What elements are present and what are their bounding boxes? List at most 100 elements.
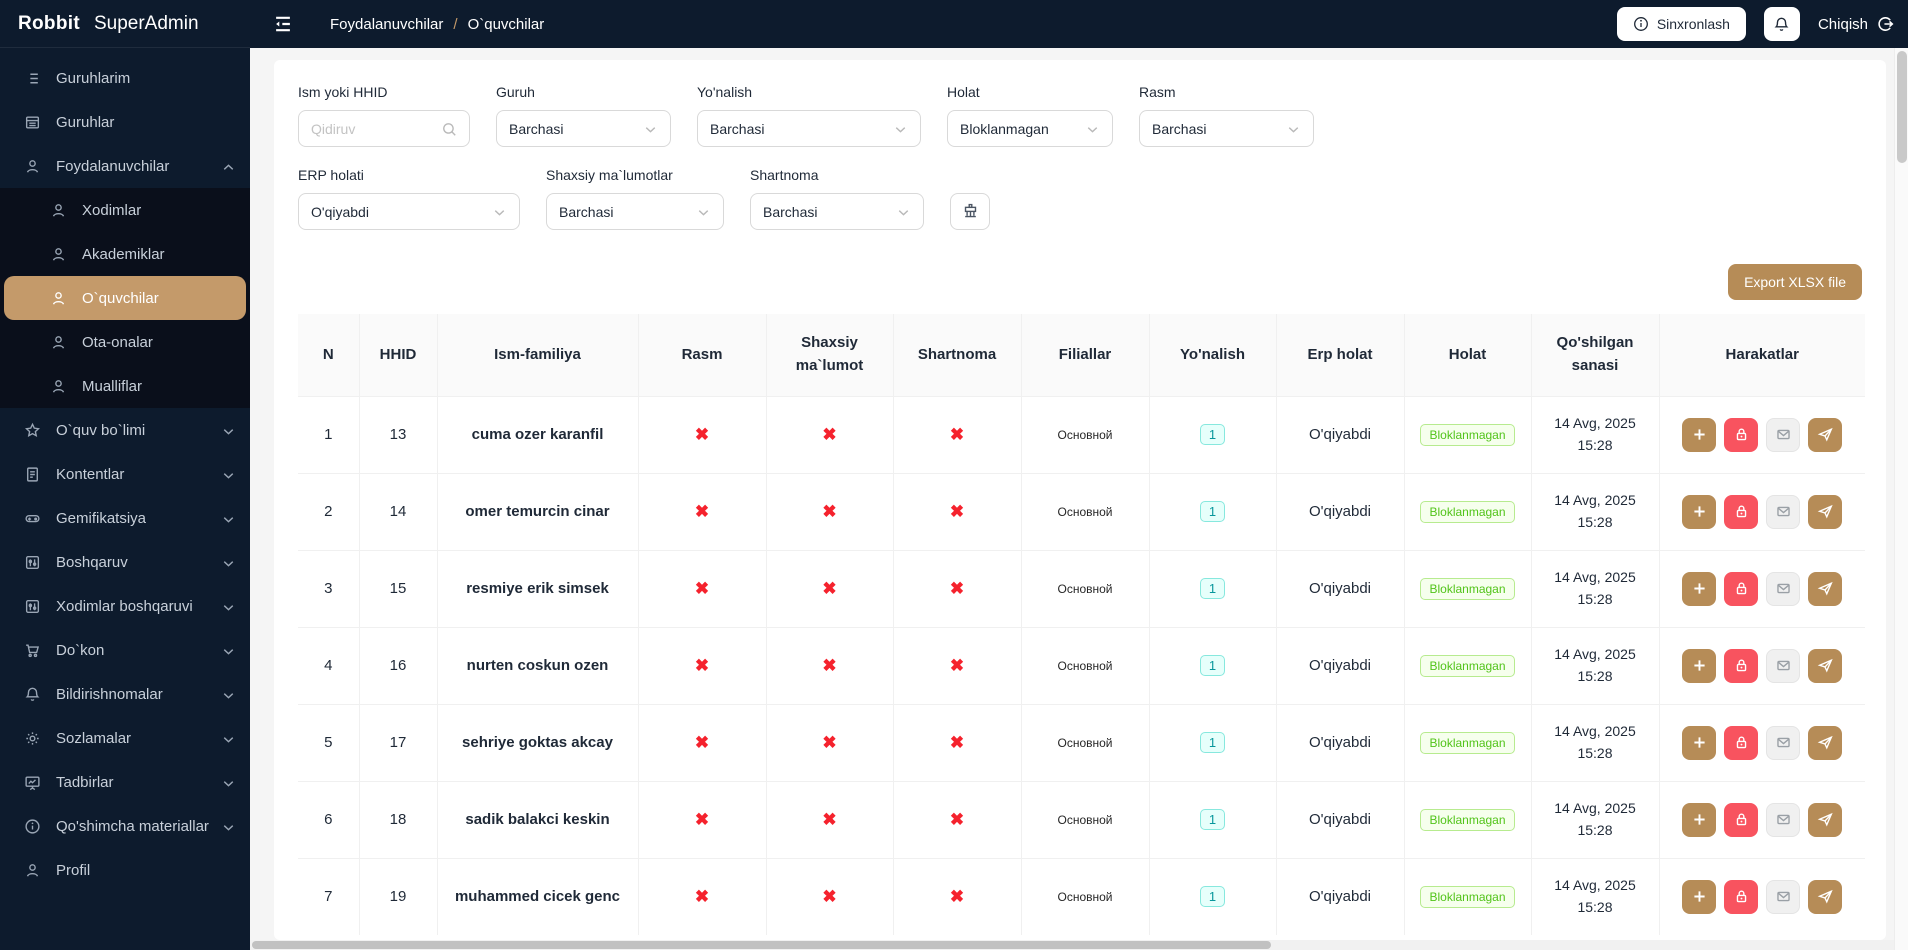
vertical-scrollbar[interactable] bbox=[1894, 48, 1908, 950]
block-button[interactable] bbox=[1724, 803, 1758, 837]
add-button[interactable] bbox=[1682, 803, 1716, 837]
search-input[interactable] bbox=[311, 121, 433, 137]
select-value: Barchasi bbox=[710, 121, 884, 137]
content-card: Ism yoki HHID Guruh Barchasi Yo'nalish B… bbox=[274, 60, 1886, 940]
status-select[interactable]: Bloklanmagan bbox=[947, 110, 1113, 147]
vertical-scrollbar-thumb[interactable] bbox=[1897, 51, 1907, 163]
add-button[interactable] bbox=[1682, 880, 1716, 914]
logout-button[interactable]: Chiqish bbox=[1818, 15, 1894, 33]
filter-field: Shartnoma Barchasi bbox=[750, 167, 924, 230]
sidebar-item-xodimlar[interactable]: Xodimlar bbox=[0, 188, 250, 232]
personal-info-select[interactable]: Barchasi bbox=[546, 193, 724, 230]
sidebar-item-o-quv-bo-limi[interactable]: O`quv bo`limi bbox=[0, 408, 250, 452]
sidebar-collapse-icon[interactable] bbox=[272, 13, 294, 35]
sidebar-item-foydalanuvchilar[interactable]: Foydalanuvchilar bbox=[0, 144, 250, 188]
sidebar-item-xodimlar-boshqaruvi[interactable]: Xodimlar boshqaruvi bbox=[0, 584, 250, 628]
column-header: Rasm bbox=[638, 314, 766, 396]
cell-rasm: ✖ bbox=[638, 627, 766, 704]
cross-icon: ✖ bbox=[822, 502, 836, 521]
cell-erp: O'qiyabdi bbox=[1276, 473, 1404, 550]
add-button[interactable] bbox=[1682, 572, 1716, 606]
add-button[interactable] bbox=[1682, 726, 1716, 760]
sidebar-item-profil[interactable]: Profil bbox=[0, 848, 250, 892]
export-xlsx-button[interactable]: Export XLSX file bbox=[1728, 264, 1862, 300]
cell-actions bbox=[1659, 627, 1865, 704]
sidebar-item-tadbirlar[interactable]: Tadbirlar bbox=[0, 760, 250, 804]
block-button[interactable] bbox=[1724, 418, 1758, 452]
horizontal-scrollbar-thumb[interactable] bbox=[252, 941, 1271, 949]
lock-icon bbox=[1733, 580, 1750, 597]
table-row: 6 18 sadik balakci keskin ✖ ✖ ✖ Основной… bbox=[298, 781, 1865, 858]
direction-badge: 1 bbox=[1200, 424, 1225, 445]
row-actions bbox=[1662, 418, 1864, 452]
sidebar-item-mualliflar[interactable]: Mualliflar bbox=[0, 364, 250, 408]
clear-filters-button[interactable] bbox=[950, 193, 990, 230]
mail-button[interactable] bbox=[1766, 649, 1800, 683]
column-header: Erp holat bbox=[1276, 314, 1404, 396]
sync-button[interactable]: Sinxronlash bbox=[1617, 7, 1746, 41]
sidebar-item-sozlamalar[interactable]: Sozlamalar bbox=[0, 716, 250, 760]
select-value: Bloklanmagan bbox=[960, 121, 1076, 137]
add-button[interactable] bbox=[1682, 649, 1716, 683]
mail-button[interactable] bbox=[1766, 880, 1800, 914]
filter-field: Holat Bloklanmagan bbox=[947, 84, 1113, 147]
sidebar-item-guruhlar[interactable]: Guruhlar bbox=[0, 100, 250, 144]
block-button[interactable] bbox=[1724, 572, 1758, 606]
cell-filial: Основной bbox=[1021, 781, 1149, 858]
erp-status-select[interactable]: O'qiyabdi bbox=[298, 193, 520, 230]
mail-button[interactable] bbox=[1766, 495, 1800, 529]
table-body: 1 13 cuma ozer karanfil ✖ ✖ ✖ Основной 1… bbox=[298, 396, 1865, 935]
mail-button[interactable] bbox=[1766, 726, 1800, 760]
send-button[interactable] bbox=[1808, 649, 1842, 683]
block-button[interactable] bbox=[1724, 726, 1758, 760]
send-button[interactable] bbox=[1808, 418, 1842, 452]
sidebar: Robbit SuperAdmin GuruhlarimGuruhlarFoyd… bbox=[0, 0, 250, 950]
mail-button[interactable] bbox=[1766, 418, 1800, 452]
send-button[interactable] bbox=[1808, 803, 1842, 837]
breadcrumb-parent[interactable]: Foydalanuvchilar bbox=[330, 16, 443, 33]
sidebar-item-ota-onalar[interactable]: Ota-onalar bbox=[0, 320, 250, 364]
mail-icon bbox=[1775, 580, 1792, 597]
send-button[interactable] bbox=[1808, 880, 1842, 914]
sidebar-item-do-kon[interactable]: Do`kon bbox=[0, 628, 250, 672]
sidebar-item-gemifikatsiya[interactable]: Gemifikatsiya bbox=[0, 496, 250, 540]
search-input[interactable] bbox=[298, 110, 470, 147]
sidebar-item-o-quvchilar[interactable]: O`quvchilar bbox=[4, 276, 246, 320]
sidebar-item-bildirishnomalar[interactable]: Bildirishnomalar bbox=[0, 672, 250, 716]
block-button[interactable] bbox=[1724, 649, 1758, 683]
sidebar-item-qo-shimcha-materiallar[interactable]: Qo'shimcha materiallar bbox=[0, 804, 250, 848]
sidebar-item-kontentlar[interactable]: Kontentlar bbox=[0, 452, 250, 496]
cell-filial: Основной bbox=[1021, 550, 1149, 627]
chevron-up-icon bbox=[220, 159, 234, 173]
cross-icon: ✖ bbox=[822, 425, 836, 444]
add-button[interactable] bbox=[1682, 495, 1716, 529]
mail-icon bbox=[1775, 426, 1792, 443]
block-button[interactable] bbox=[1724, 880, 1758, 914]
sidebar-item-boshqaruv[interactable]: Boshqaruv bbox=[0, 540, 250, 584]
group-select[interactable]: Barchasi bbox=[496, 110, 671, 147]
table-row: 1 13 cuma ozer karanfil ✖ ✖ ✖ Основной 1… bbox=[298, 396, 1865, 473]
block-button[interactable] bbox=[1724, 495, 1758, 529]
plus-icon bbox=[1691, 888, 1708, 905]
send-button[interactable] bbox=[1808, 572, 1842, 606]
send-button[interactable] bbox=[1808, 495, 1842, 529]
horizontal-scrollbar[interactable] bbox=[250, 940, 1894, 950]
cell-holat: Bloklanmagan bbox=[1404, 550, 1531, 627]
direction-select[interactable]: Barchasi bbox=[697, 110, 921, 147]
mail-button[interactable] bbox=[1766, 803, 1800, 837]
photo-select[interactable]: Barchasi bbox=[1139, 110, 1314, 147]
contract-select[interactable]: Barchasi bbox=[750, 193, 924, 230]
sidebar-item-guruhlarim[interactable]: Guruhlarim bbox=[0, 56, 250, 100]
send-button[interactable] bbox=[1808, 726, 1842, 760]
mail-icon bbox=[1775, 657, 1792, 674]
status-badge: Bloklanmagan bbox=[1420, 886, 1514, 908]
students-table: NHHIDIsm-familiyaRasmShaxsiy ma`lumotSha… bbox=[298, 314, 1865, 935]
mail-button[interactable] bbox=[1766, 572, 1800, 606]
logout-icon bbox=[1876, 15, 1894, 33]
cell-shaxsiy: ✖ bbox=[766, 473, 893, 550]
table-row: 7 19 muhammed cicek genc ✖ ✖ ✖ Основной … bbox=[298, 858, 1865, 935]
sidebar-item-label: Profil bbox=[56, 862, 234, 879]
sidebar-item-akademiklar[interactable]: Akademiklar bbox=[0, 232, 250, 276]
add-button[interactable] bbox=[1682, 418, 1716, 452]
notifications-button[interactable] bbox=[1764, 7, 1800, 41]
